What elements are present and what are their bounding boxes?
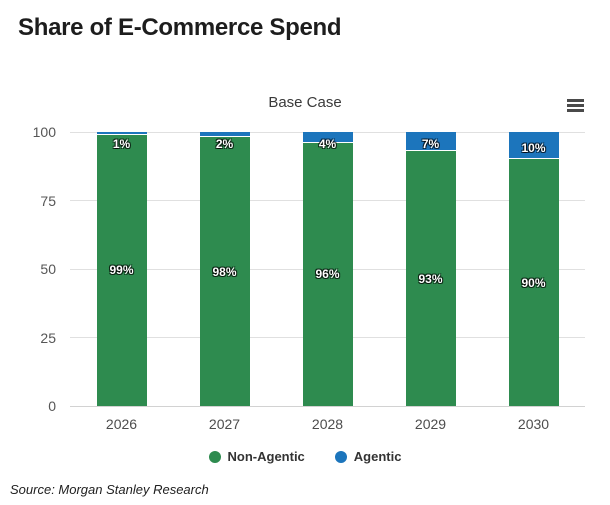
hamburger-icon xyxy=(567,108,584,112)
legend-item-non-agentic[interactable]: Non-Agentic xyxy=(208,449,305,464)
hamburger-icon xyxy=(567,103,584,107)
y-tick-label: 75 xyxy=(40,192,56,209)
bar-segment-agentic[interactable] xyxy=(96,132,147,135)
bar-segment-non-agentic[interactable] xyxy=(302,142,353,406)
bar-segment-agentic[interactable] xyxy=(199,132,250,138)
bar-segment-non-agentic[interactable] xyxy=(96,134,147,406)
chart-menu-button[interactable] xyxy=(566,97,586,113)
x-tick-label: 2030 xyxy=(517,416,550,432)
legend: Non-Agentic Agentic xyxy=(0,449,610,464)
legend-label: Non-Agentic xyxy=(227,449,305,464)
legend-dot-icon xyxy=(334,450,347,463)
source-text: Source: Morgan Stanley Research xyxy=(10,482,209,497)
legend-item-agentic[interactable]: Agentic xyxy=(334,449,402,464)
bar-segment-agentic[interactable] xyxy=(405,132,456,152)
bar-segment-non-agentic[interactable] xyxy=(508,159,559,406)
bar-segment-non-agentic[interactable] xyxy=(199,137,250,406)
bar-segment-agentic[interactable] xyxy=(508,132,559,160)
bar-segment-agentic[interactable] xyxy=(302,132,353,143)
y-tick-label: 100 xyxy=(32,124,56,140)
chart-subtitle: Base Case xyxy=(268,94,342,111)
plot-area: 0 25 50 75 100 99% 1% 2026 98% 2% 2027 96% 4% 2028 93%… xyxy=(33,124,585,432)
hamburger-icon xyxy=(567,98,584,102)
y-tick-label: 0 xyxy=(48,398,56,414)
x-tick-label: 2029 xyxy=(414,416,447,432)
page-title: Share of E-Commerce Spend xyxy=(18,14,342,41)
legend-label: Agentic xyxy=(353,449,402,464)
y-tick-label: 50 xyxy=(40,261,56,277)
gridline xyxy=(70,131,585,133)
x-tick-label: 2026 xyxy=(105,416,138,432)
gridline xyxy=(70,405,585,407)
x-tick-label: 2027 xyxy=(208,416,241,432)
legend-dot-icon xyxy=(208,450,221,463)
y-tick-label: 25 xyxy=(40,329,56,346)
bar-segment-non-agentic[interactable] xyxy=(405,151,456,406)
x-tick-label: 2028 xyxy=(311,416,344,432)
